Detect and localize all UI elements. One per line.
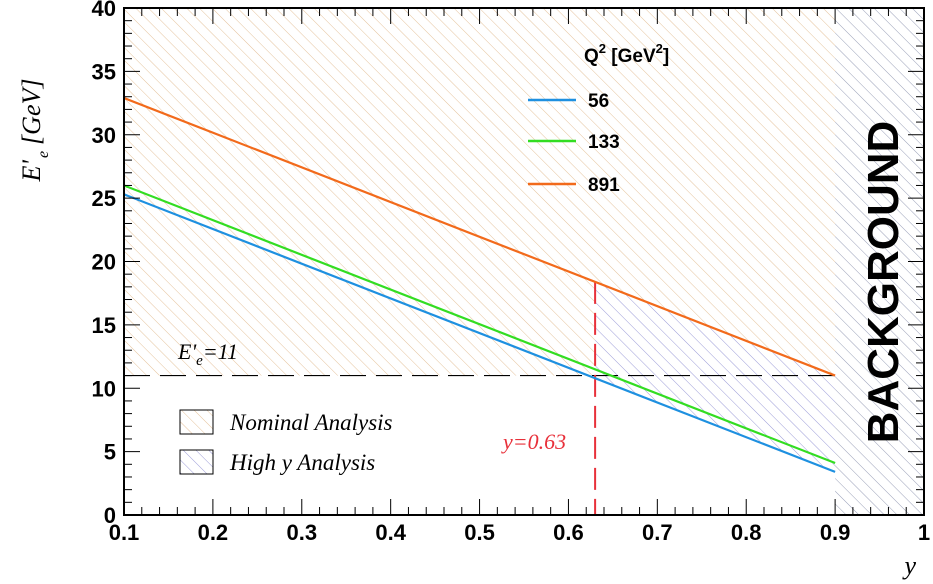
y-tick-label: 40 <box>92 0 116 21</box>
axis-ticks <box>123 7 925 516</box>
legend-title-close: ] <box>663 46 669 67</box>
x-tick-label: 0.4 <box>375 520 406 545</box>
legend-label-56: 56 <box>588 91 609 112</box>
series-line-133 <box>123 184 836 465</box>
axis-tick-labels: 0.1 0.2 0.3 0.4 0.5 0.6 0.7 0.8 0.9 1051015202530… <box>92 0 931 545</box>
y-tick-label: 20 <box>92 250 116 275</box>
y-tick-label: 10 <box>92 376 116 401</box>
x-axis-title: y <box>901 551 916 580</box>
y-tick-label: 30 <box>92 123 116 148</box>
legend-title-q: Q <box>584 46 599 67</box>
legend-label-133: 133 <box>588 132 620 153</box>
x-tick-label: 0.6 <box>553 520 584 545</box>
legend-title-sup2: 2 <box>656 41 663 56</box>
x-tick-label: 0.5 <box>464 520 495 545</box>
legend-label-891: 891 <box>588 175 620 196</box>
cut-line-label-main: E' <box>177 339 196 364</box>
x-tick-label: 0.3 <box>286 520 317 545</box>
series-line-56 <box>123 193 836 473</box>
region-legend-swatch-nominal <box>179 409 214 435</box>
y-tick-label: 25 <box>92 186 116 211</box>
nominal-analysis-region <box>124 8 836 376</box>
y-axis-title: E' e [GeV] <box>17 79 52 183</box>
legend-title-unit: [GeV <box>606 46 656 67</box>
x-tick-label: 0.9 <box>820 520 851 545</box>
region-legend-label-nominal: Nominal Analysis <box>229 410 393 435</box>
cut-line-label: E'e=11 <box>177 339 238 369</box>
cut-line-label-sub: e <box>196 353 203 369</box>
legend-title: Q2 [GeV2] <box>584 41 669 67</box>
high-y-analysis-region <box>595 281 836 472</box>
y-tick-label: 0 <box>104 503 116 528</box>
y-tick-label: 15 <box>92 313 116 338</box>
region-legend-label-high: High y Analysis <box>229 450 375 475</box>
series-lines <box>123 96 836 515</box>
y-axis-title-unit: [GeV] <box>17 79 46 145</box>
background-label: BACKGROUND <box>859 121 908 444</box>
region-legend-swatch-high <box>179 449 214 475</box>
region-legend: Nominal Analysis High y Analysis <box>179 409 393 475</box>
x-tick-label: 0.2 <box>198 520 229 545</box>
y-axis-title-sub: e <box>35 151 52 158</box>
y-tick-label: 5 <box>104 440 116 465</box>
x-tick-label: 0.1 <box>109 520 140 545</box>
series-line-891 <box>123 96 836 377</box>
x-tick-label: 0.8 <box>731 520 762 545</box>
legend-title-sup: 2 <box>599 41 606 56</box>
cut-line-label-rest: =11 <box>203 339 238 364</box>
svg-text:E'e[GeV]: E' e [GeV] <box>17 79 52 183</box>
y-axis-title-main: E' <box>17 160 46 183</box>
y-tick-label: 35 <box>92 59 116 84</box>
x-tick-label: 1 <box>918 520 930 545</box>
x-tick-label: 0.7 <box>642 520 673 545</box>
y-cut-label: y=0.63 <box>501 429 566 454</box>
